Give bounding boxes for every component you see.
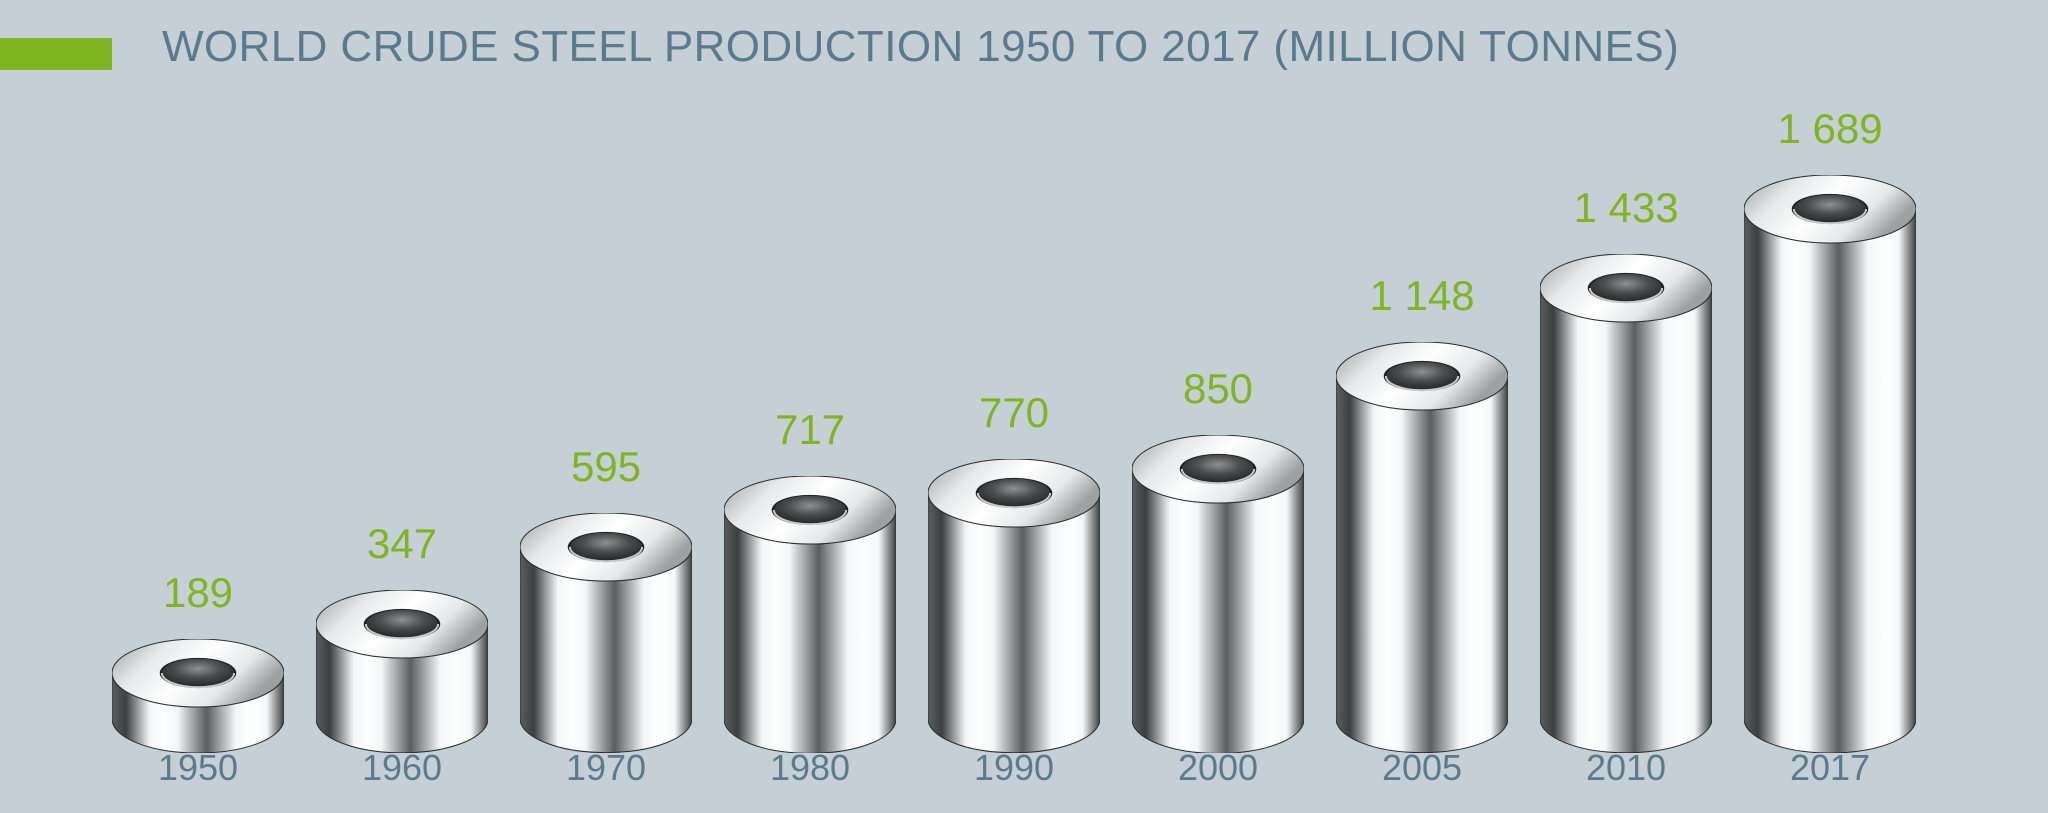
value-label: 1 148 [1369, 272, 1474, 320]
year-label: 2010 [1586, 747, 1666, 789]
cylinder-bar-chart: 189 1950 347 1960 595 1970 717 1980 770 1990 850 20… [0, 100, 2048, 813]
value-label: 189 [163, 569, 233, 617]
chart-column: 1 148 2005 [1322, 100, 1522, 813]
year-label: 2005 [1382, 747, 1462, 789]
value-label: 717 [775, 406, 845, 454]
steel-cylinder [1744, 175, 1916, 753]
chart-column: 850 2000 [1118, 100, 1318, 813]
chart-column: 1 689 2017 [1730, 100, 1930, 813]
year-label: 1970 [566, 747, 646, 789]
infographic-stage: WORLD CRUDE STEEL PRODUCTION 1950 TO 201… [0, 0, 2048, 813]
chart-column: 189 1950 [98, 100, 298, 813]
value-label: 770 [979, 389, 1049, 437]
steel-cylinder [724, 476, 896, 753]
chart-column: 1 433 2010 [1526, 100, 1726, 813]
year-label: 1960 [362, 747, 442, 789]
steel-cylinder [1336, 342, 1508, 753]
steel-cylinder [316, 590, 488, 753]
value-label: 1 689 [1777, 105, 1882, 153]
year-label: 2017 [1790, 747, 1870, 789]
steel-cylinder [112, 639, 284, 753]
steel-cylinder [1540, 254, 1712, 753]
steel-cylinder [1132, 435, 1304, 753]
steel-cylinder [520, 513, 692, 753]
chart-column: 595 1970 [506, 100, 706, 813]
value-label: 1 433 [1573, 184, 1678, 232]
chart-column: 347 1960 [302, 100, 502, 813]
chart-column: 770 1990 [914, 100, 1114, 813]
year-label: 1990 [974, 747, 1054, 789]
value-label: 850 [1183, 365, 1253, 413]
steel-cylinder [928, 459, 1100, 753]
chart-title: WORLD CRUDE STEEL PRODUCTION 1950 TO 201… [162, 22, 1679, 72]
title-accent-bar [0, 38, 112, 70]
value-label: 595 [571, 443, 641, 491]
year-label: 2000 [1178, 747, 1258, 789]
year-label: 1980 [770, 747, 850, 789]
year-label: 1950 [158, 747, 238, 789]
chart-column: 717 1980 [710, 100, 910, 813]
value-label: 347 [367, 520, 437, 568]
